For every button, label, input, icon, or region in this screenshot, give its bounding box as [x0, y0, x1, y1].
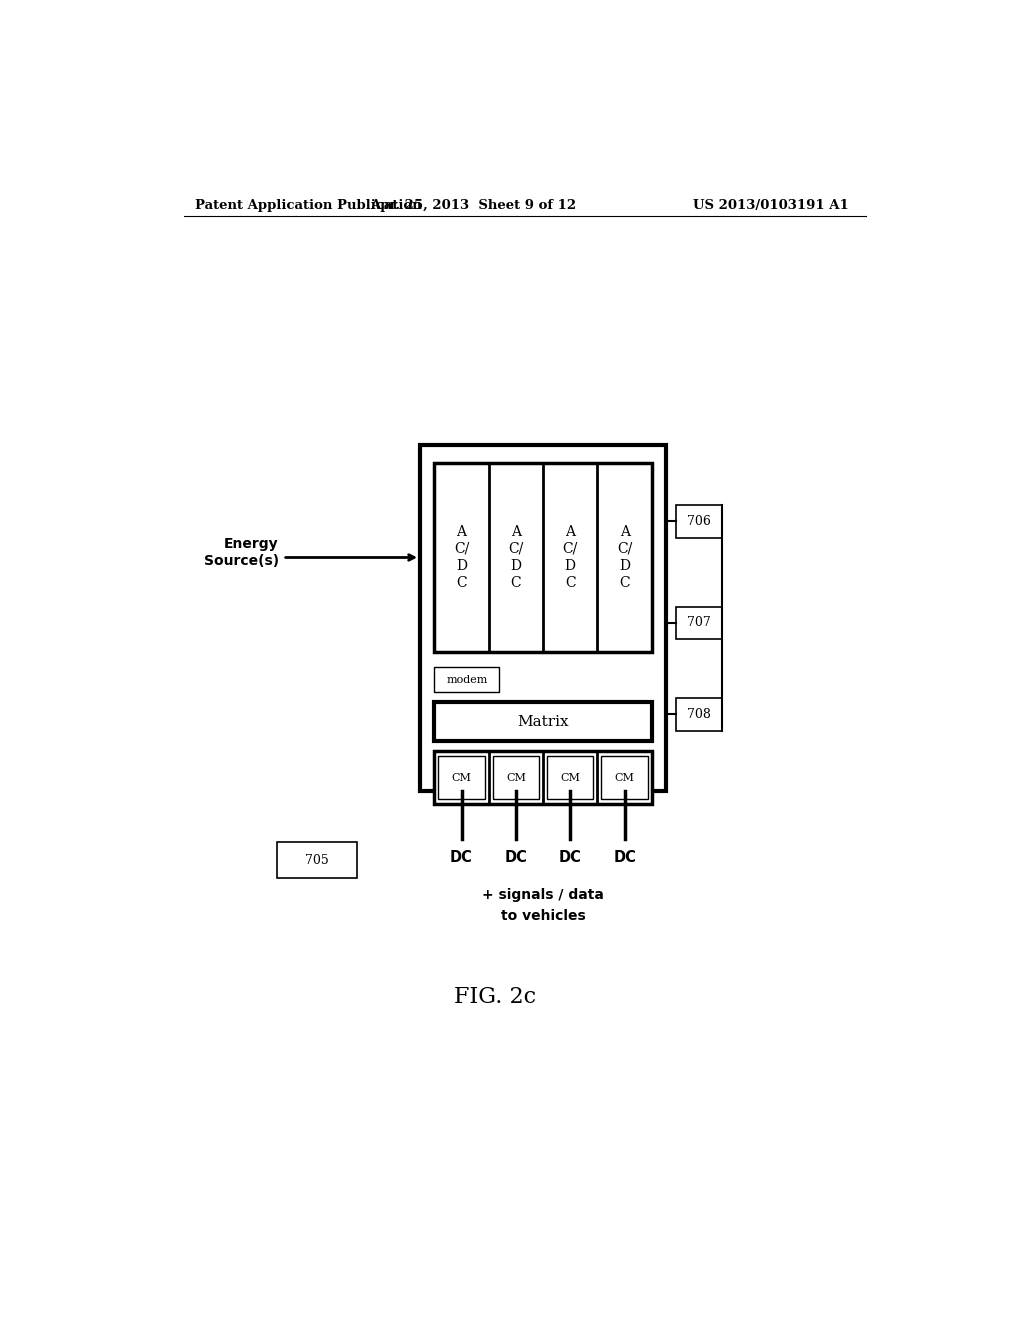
Text: Energy
Source(s): Energy Source(s) — [204, 537, 279, 568]
Text: DC: DC — [451, 850, 473, 865]
Text: DC: DC — [505, 850, 527, 865]
Bar — [493, 756, 539, 799]
Text: 706: 706 — [687, 515, 711, 528]
Text: A
C/
D
C: A C/ D C — [617, 524, 632, 590]
Text: CM: CM — [614, 772, 635, 783]
Text: Patent Application Publication: Patent Application Publication — [196, 199, 422, 213]
Bar — [434, 463, 652, 652]
Text: modem: modem — [446, 675, 487, 685]
Bar — [438, 756, 484, 799]
Text: CM: CM — [560, 772, 581, 783]
Bar — [434, 702, 652, 741]
Text: A
C/
D
C: A C/ D C — [562, 524, 578, 590]
Text: DC: DC — [559, 850, 582, 865]
Text: FIG. 2c: FIG. 2c — [454, 986, 536, 1008]
Text: Apr. 25, 2013  Sheet 9 of 12: Apr. 25, 2013 Sheet 9 of 12 — [370, 199, 577, 213]
Bar — [676, 698, 722, 731]
Text: Matrix: Matrix — [517, 715, 569, 729]
Bar — [676, 506, 722, 537]
Bar — [420, 445, 666, 791]
Bar — [601, 756, 648, 799]
Text: 708: 708 — [687, 708, 711, 721]
Bar — [547, 756, 594, 799]
Text: + signals / data: + signals / data — [482, 888, 604, 902]
Bar — [434, 751, 652, 804]
Text: A
C/
D
C: A C/ D C — [508, 524, 523, 590]
Text: CM: CM — [452, 772, 471, 783]
Text: to vehicles: to vehicles — [501, 908, 586, 923]
Bar — [676, 607, 722, 639]
Text: 707: 707 — [687, 616, 711, 630]
Text: US 2013/0103191 A1: US 2013/0103191 A1 — [693, 199, 849, 213]
Text: CM: CM — [506, 772, 525, 783]
Text: A
C/
D
C: A C/ D C — [454, 524, 469, 590]
Text: DC: DC — [613, 850, 636, 865]
Bar — [434, 667, 500, 692]
Text: 705: 705 — [305, 854, 329, 867]
Bar — [278, 842, 356, 878]
